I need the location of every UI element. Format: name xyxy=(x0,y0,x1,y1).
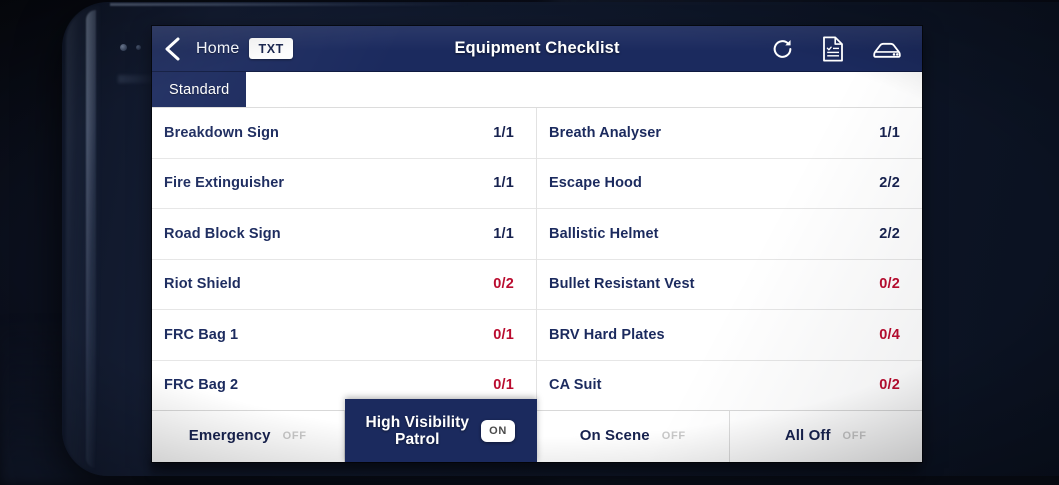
mode-state-badge: ON xyxy=(481,420,516,442)
mode-label: High Visibility Patrol xyxy=(365,413,470,448)
document-checklist-icon[interactable] xyxy=(822,36,844,62)
chevron-left-icon xyxy=(162,36,184,62)
storage-drive-icon[interactable] xyxy=(872,38,902,60)
header-action-icons xyxy=(771,36,922,62)
home-label: Home xyxy=(196,39,240,57)
refresh-icon[interactable] xyxy=(771,37,794,61)
mode-toggle-high-visibility-patrol[interactable]: High Visibility Patrol ON xyxy=(344,399,537,462)
back-to-home-button[interactable]: Home xyxy=(152,36,239,62)
